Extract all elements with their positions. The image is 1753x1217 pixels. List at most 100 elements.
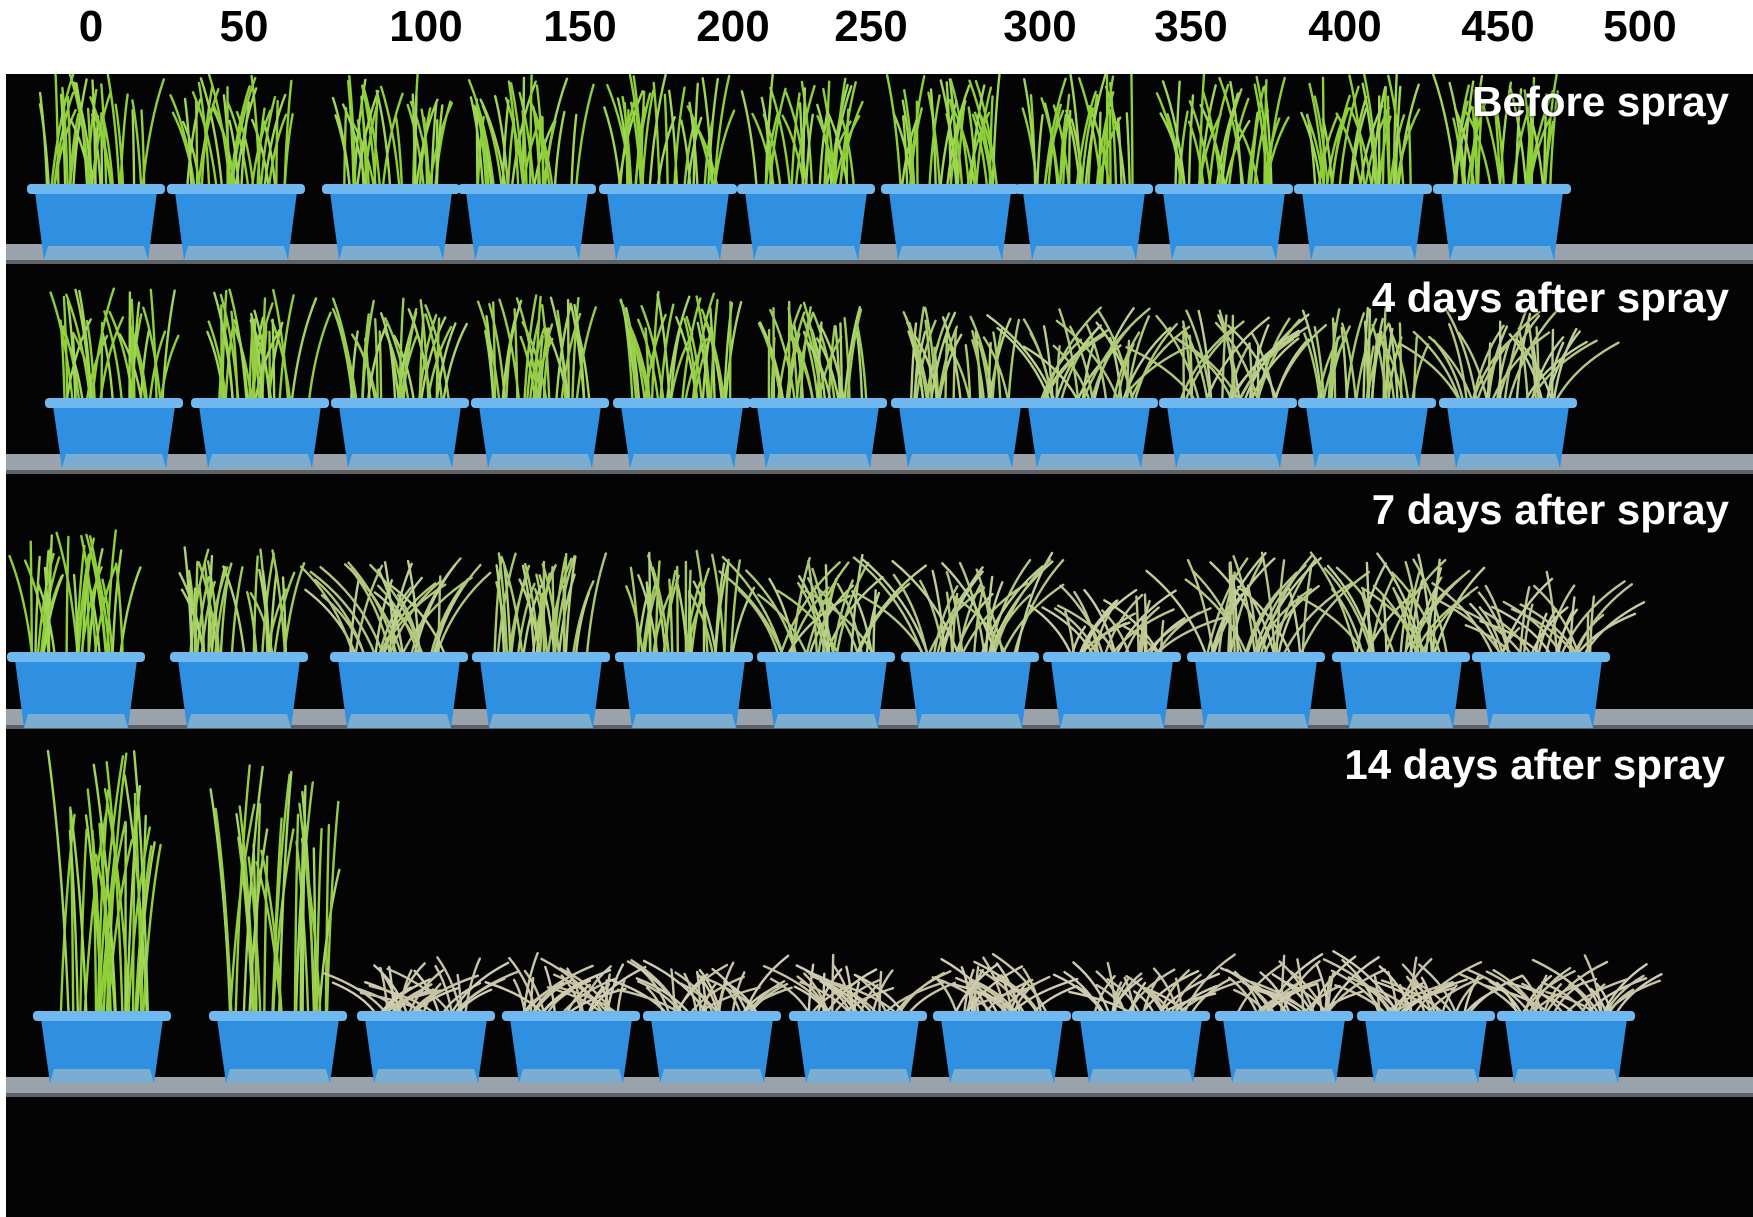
grass-blade [1043,77,1067,190]
grass-blade [343,107,348,190]
pot-row-4-dose-0 [41,1019,163,1083]
grass-blade [729,559,741,658]
grass-blade [971,329,984,404]
grass-blade [659,303,675,404]
grass-blade [207,320,228,404]
pot-soil-stain [1489,714,1593,728]
grass-blade [96,789,110,1017]
grass-blade [632,75,645,190]
grass-blade [1370,317,1384,404]
pot-row-2-dose-0 [53,406,175,468]
grass-blade [149,288,158,404]
grass-blade [126,826,151,1017]
pot-rim [789,1011,927,1021]
grass-blade [1042,306,1102,404]
grass-blade [106,74,121,190]
grass-blade [498,298,521,404]
grass-blade [65,535,70,658]
grass-blade [119,93,129,190]
grass-blade [1108,336,1123,404]
grass-blade [902,115,909,190]
grass-blade [91,109,113,190]
dose-label-350: 350 [1154,2,1228,51]
pot-row-2-dose-250 [757,406,879,468]
grass-blade [681,297,702,404]
grass-blade [301,784,307,1017]
grass-blade [1227,571,1236,658]
grass-blade [1404,570,1421,658]
pot-soil-stain [1176,454,1280,468]
grass-blade [1399,589,1412,658]
grass-blade [686,116,703,190]
grass-blade [401,308,418,404]
grass-blade [964,965,1024,1017]
grass-blade [1259,554,1313,658]
pot-rim [330,652,468,662]
grass-blade [467,79,496,190]
grass-blade [1022,967,1043,1017]
grass-blade [263,93,287,190]
grass-blade [1276,594,1303,658]
grass-blade [50,74,75,190]
grass-blade [388,579,442,658]
pot-rim [615,652,753,662]
shelf-edge-row-3 [6,725,1753,729]
grass-blade [751,112,776,190]
pot-row-1-dose-0 [35,192,157,260]
grass-blade [696,970,702,1017]
grass-blade [319,566,385,658]
grass-blade [360,104,370,190]
grass-blade [1481,610,1533,658]
grass-blade [1428,335,1474,404]
pot-soil-stain [630,454,734,468]
grass-blade [433,587,463,658]
grass-blade [1365,345,1375,404]
pot-rim [472,652,610,662]
grass-blade [366,323,388,404]
grass-blade [1398,322,1403,404]
grass-blade [131,99,143,190]
grass-blade [207,74,232,190]
grass-blade [518,578,542,658]
grass-blade [769,308,797,404]
grass-blade [102,846,117,1017]
grass-blade [1584,977,1648,1017]
grass-blade [629,566,641,658]
grass-blade [1221,314,1228,404]
grass-blade [256,107,266,190]
rice-pot-photo: Before spray 4 days after spray 7 days a… [6,74,1753,1217]
grass-blade [654,560,661,658]
grass-blade [778,561,841,658]
pot-soil-stain [898,246,1002,260]
grass-blade [1495,341,1511,404]
grass-blade [65,318,92,404]
grass-blade [103,310,124,404]
grass-blade [721,556,785,658]
grass-blade [1388,323,1399,404]
grass-blade [1471,338,1512,404]
grass-blade [275,99,279,190]
grass-blade [603,106,622,190]
pot-soil-stain [24,714,128,728]
grass-blade [234,764,251,1017]
grass-blade [972,965,980,1017]
grass-blade [1399,342,1462,404]
grass-blade [949,78,971,190]
grass-blade [1313,95,1329,190]
grass-blade [1332,950,1400,1017]
grass-blade [1114,589,1177,658]
pot-row-1-dose-50 [175,192,297,260]
grass-blade [944,332,949,404]
grass-blade [764,112,779,190]
pot-soil-stain [1037,454,1141,468]
grass-blade [1182,325,1209,404]
grass-blade [523,964,594,1017]
grass-blade [996,326,1052,404]
grass-blade [485,315,495,404]
grass-blade [1465,111,1493,190]
grass-blade [347,79,355,190]
grass-blade [1412,336,1418,404]
grass-blade [1205,557,1249,658]
grass-blade [826,110,849,190]
grass-blade [68,74,92,190]
